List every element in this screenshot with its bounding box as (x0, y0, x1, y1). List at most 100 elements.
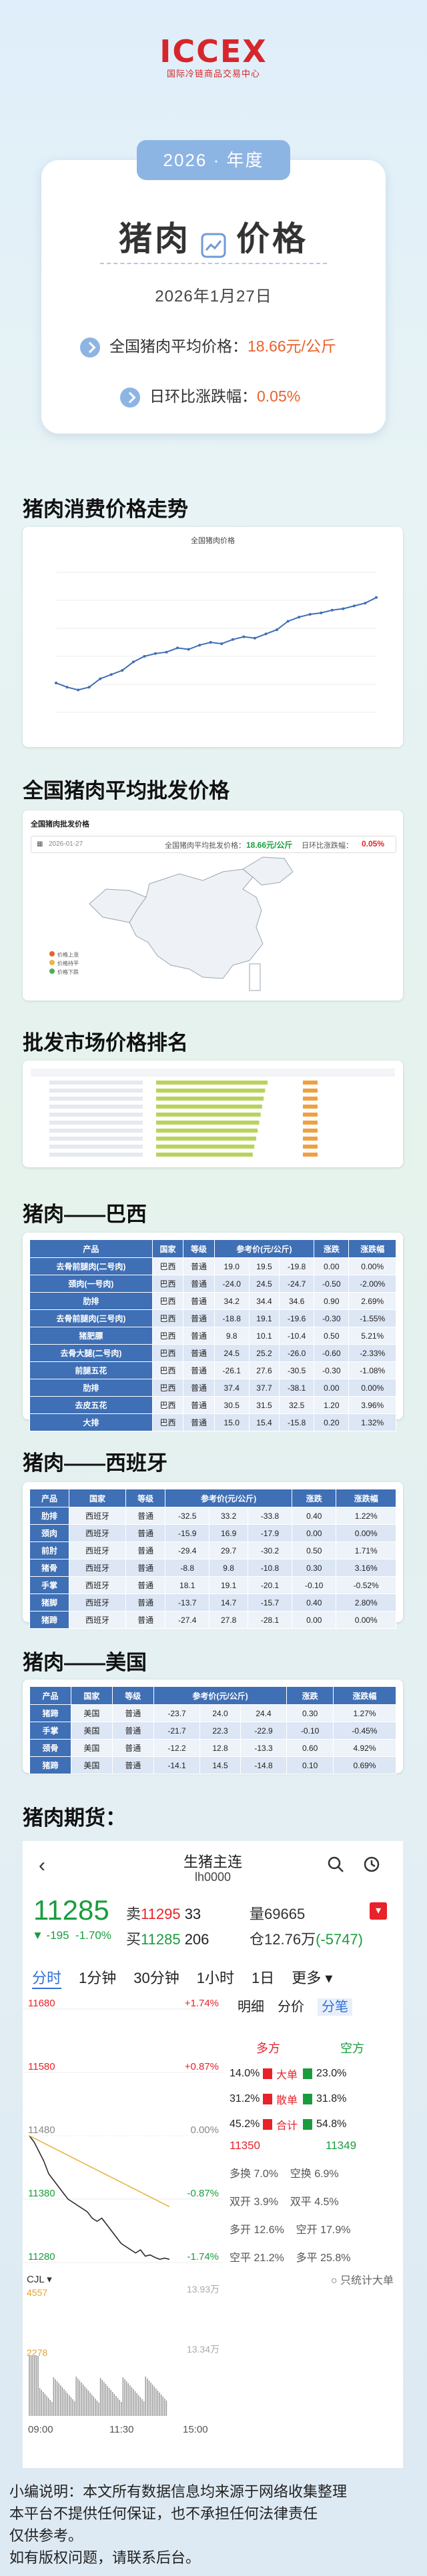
futures-app-screenshot: ‹ 生猪主连 lh0000 11285 ▼ -195 -1.70% 卖11295… (23, 1841, 403, 2468)
table-cell: 0.30 (292, 1559, 337, 1577)
ranking-bar (156, 1097, 264, 1101)
tab-detail[interactable]: 明细 (238, 2000, 264, 2014)
table-cell: -28.1 (247, 1611, 293, 1629)
year-badge: 2026 · 年度 (137, 140, 290, 180)
table-cell: 巴西 (151, 1413, 184, 1431)
pct-label: 0.00% (190, 2124, 219, 2136)
table-row: 去骨大腿(二号肉) 巴西 普通 24.5 25.2 -26.0 -0.60 -2.33% (29, 1344, 396, 1362)
table-cell: 猪骨 (29, 1559, 69, 1577)
table-cell: -30.5 (279, 1361, 315, 1379)
data-point (55, 681, 57, 684)
row-label-placeholder (49, 1137, 143, 1141)
table-cell: 3.96% (348, 1396, 396, 1414)
table-cell: 手掌 (29, 1722, 71, 1740)
table-cell: -0.30 (314, 1309, 350, 1327)
table-cell: 18.1 (165, 1576, 210, 1594)
map-date[interactable]: 2026-01-27 (49, 840, 83, 848)
table-cell: 肋排 (29, 1507, 69, 1525)
table-cell: 普通 (125, 1559, 166, 1577)
table-cell: 大排 (29, 1413, 153, 1431)
data-point (187, 648, 190, 651)
table-cell: -10.8 (247, 1559, 293, 1577)
tab-1hour[interactable]: 1小时 (196, 1970, 234, 1986)
table-cell: 37.4 (214, 1379, 250, 1397)
table-cell: 9.8 (214, 1327, 250, 1345)
row-label-placeholder (49, 1097, 143, 1101)
table-header-cell: 涨跌 (286, 1686, 334, 1705)
table-header-cell: 产品 (29, 1489, 69, 1507)
table-cell: 0.20 (314, 1413, 350, 1431)
usa-table-card: 产品 国家 等级 参考价(元/公斤) 涨跌 涨跌幅 猪蹄 美国 普通 -23.7 24.0 24.4 0… (23, 1680, 403, 1774)
tab-1day[interactable]: 1日 (252, 1970, 275, 1986)
radio-icon[interactable]: ○ (330, 2275, 340, 2287)
table-cell: 34.6 (279, 1292, 315, 1310)
clock-icon[interactable] (363, 1856, 380, 1876)
search-icon[interactable] (327, 1856, 344, 1876)
data-point (165, 650, 168, 654)
table-cell: 0.10 (286, 1756, 334, 1774)
table-cell: 33.2 (209, 1507, 248, 1525)
table-cell: 1.71% (336, 1541, 396, 1559)
table-cell: 普通 (125, 1611, 166, 1629)
tab-more[interactable]: 更多 ▾ (292, 1970, 333, 1986)
row-label-placeholder (49, 1121, 143, 1125)
table-cell: 普通 (111, 1722, 154, 1740)
ranking-value-bar (303, 1121, 318, 1125)
tab-1min[interactable]: 1分钟 (79, 1970, 117, 1986)
table-cell: 普通 (183, 1275, 215, 1293)
ranking-bar-chart (31, 1069, 395, 1157)
stat-row: 双开 3.9% 双平 4.5% (230, 2196, 339, 2208)
table-cell: -33.8 (247, 1507, 293, 1525)
table-cell: 19.1 (248, 1309, 280, 1327)
tab-intraday[interactable]: 分时 (32, 1966, 62, 1989)
table-row: 颈肉 西班牙 普通 -15.9 16.9 -17.9 0.00 0.00% (29, 1524, 396, 1542)
table-header-cell: 等级 (111, 1686, 154, 1705)
table-cell: -17.9 (247, 1524, 293, 1542)
table-header-cell: 参考价(元/公斤) (165, 1489, 293, 1507)
long-short-row: 45.2% 合计 54.8% (230, 2118, 347, 2132)
table-row: 猪骨 西班牙 普通 -8.8 9.8 -10.8 0.30 3.16% (29, 1559, 396, 1577)
table-cell: 0.40 (292, 1593, 337, 1612)
table-cell: 普通 (125, 1576, 166, 1594)
table-cell: 巴西 (151, 1275, 184, 1293)
table-cell: 普通 (183, 1379, 215, 1397)
table-cell: 猪脚 (29, 1593, 69, 1612)
tab-tick[interactable]: 分笔 (318, 1998, 352, 2016)
table-cell: 西班牙 (68, 1541, 127, 1559)
table-cell: 猪肥膘 (29, 1327, 153, 1345)
ranking-header (31, 1069, 395, 1077)
legend-flat: 价格持平 (49, 959, 79, 968)
table-cell: 去骨大腿(二号肉) (29, 1344, 153, 1362)
table-cell: 前肘 (29, 1541, 69, 1559)
table-cell: 肋排 (29, 1379, 153, 1397)
china-map (89, 856, 294, 991)
tab-price-split[interactable]: 分价 (278, 2000, 304, 2014)
table-cell: 9.8 (209, 1559, 248, 1577)
table-row: 颈骨 美国 普通 -12.2 12.8 -13.3 0.60 4.92% (29, 1739, 397, 1757)
table-cell: 猪蹄 (29, 1704, 71, 1722)
big-order-filter[interactable]: ○ 只统计大单 (330, 2275, 394, 2287)
data-point (320, 611, 323, 614)
data-point (286, 620, 290, 623)
calendar-icon[interactable]: ▦ (37, 840, 43, 848)
table-cell: 巴西 (151, 1327, 184, 1345)
table-cell: 10.1 (248, 1327, 280, 1345)
side-tabs: 明细 分价 分笔 (230, 1996, 400, 2016)
data-point (330, 608, 334, 612)
table-cell: 普通 (183, 1292, 215, 1310)
back-icon[interactable]: ‹ (39, 1854, 45, 1876)
table-cell: -22.9 (240, 1722, 288, 1740)
row-label-placeholder (49, 1089, 143, 1093)
table-header-cell: 等级 (183, 1239, 215, 1258)
logo: ICCEX 国际冷链商品交易中心 (0, 35, 427, 79)
dropdown-icon[interactable]: ▾ (370, 1902, 387, 1920)
table-cell: -15.8 (279, 1413, 315, 1431)
tab-30min[interactable]: 30分钟 (133, 1970, 179, 1986)
table-cell: -26.0 (279, 1344, 315, 1362)
table-cell: 0.00% (336, 1611, 396, 1629)
table-cell: -0.30 (314, 1361, 350, 1379)
y-axis-label: 11380 (28, 2188, 55, 2199)
brazil-table-card: 产品 国家 等级 参考价(元/公斤) 涨跌 涨跌幅 去骨前腿肉(二号肉) 巴西 普通 19.0 19… (23, 1233, 403, 1431)
stat-row: 多换 7.0% 空换 6.9% (230, 2168, 339, 2180)
report-date: 2026年1月27日 (155, 287, 272, 305)
